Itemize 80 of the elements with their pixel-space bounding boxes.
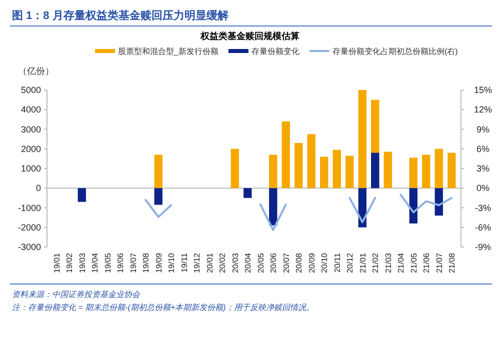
bar: [320, 156, 328, 188]
bar: [434, 148, 443, 188]
chart-title: 图 1：8 月存量权益类基金赎回压力明显缓解: [12, 9, 228, 22]
x-tick-label: 20/07: [282, 252, 291, 274]
x-tick-label: 20/05: [256, 252, 266, 274]
x-tick-label: 20/09: [307, 252, 316, 274]
legend-label: 股票型和混合型_新发行份额: [118, 47, 218, 56]
legend-label: 存量份额变化占期初总份额比例(右): [332, 47, 458, 56]
y2-tick-label: 9%: [476, 124, 490, 134]
x-tick-label: 19/06: [116, 252, 126, 274]
y-tick-label: -1000: [18, 202, 41, 213]
y-tick-label: 3000: [20, 124, 41, 134]
x-tick-label: 19/07: [128, 252, 138, 274]
legend-label: 存量份额变化: [251, 47, 300, 56]
x-tick-label: 19/10: [167, 252, 176, 274]
bar: [409, 188, 418, 224]
y2-tick-label: 6%: [476, 144, 490, 154]
y2-tick-label: -9%: [474, 242, 492, 252]
x-tick-label: 20/04: [244, 252, 253, 274]
y2-tick-label: 3%: [476, 164, 490, 174]
x-tick-label: 21/06: [422, 252, 432, 274]
x-tick-label: 21/04: [396, 252, 406, 274]
y-axis-title: （亿份）: [18, 66, 54, 76]
bar: [154, 154, 162, 188]
y-tick-label: 0: [36, 183, 41, 194]
text: 注：存量份额变化 = 期末总份额-(期初总份额+本期新发份额)；用于反映净赎回情况。: [12, 303, 314, 312]
y-tick-label: 1000: [20, 164, 41, 174]
x-tick-label: 19/08: [142, 252, 151, 274]
x-tick-label: 19/09: [154, 252, 164, 274]
x-tick-label: 20/03: [230, 252, 240, 274]
bar: [448, 152, 456, 188]
bar: [346, 156, 354, 188]
bar: [269, 154, 278, 188]
x-tick-label: 19/04: [90, 252, 100, 274]
x-tick-label: 21/01: [358, 252, 368, 274]
bar: [269, 188, 278, 226]
bar: [294, 142, 303, 188]
x-tick-label: 21/08: [448, 252, 457, 274]
bar: [384, 152, 392, 188]
x-tick-label: 19/11: [180, 252, 189, 272]
bar: [307, 134, 316, 188]
x-tick-label: 21/05: [409, 252, 418, 274]
x-tick-label: 21/02: [371, 252, 380, 274]
bar: [422, 154, 430, 188]
bar: [244, 188, 252, 198]
bar: [332, 150, 341, 188]
x-tick-label: 20/08: [294, 252, 304, 274]
x-tick-label: 20/01: [205, 252, 214, 274]
text: 资料来源：中国证券投资基金业协会: [12, 290, 141, 299]
x-tick-label: 21/07: [434, 252, 444, 274]
y2-tick-label: 15%: [474, 85, 492, 95]
x-tick-label: 21/03: [384, 252, 393, 274]
y-tick-label: 5000: [20, 85, 41, 95]
y-tick-label: 4000: [20, 104, 41, 115]
x-tick-label: 19/05: [103, 252, 112, 274]
x-tick-label: 19/03: [78, 252, 87, 274]
y2-tick-label: 12%: [474, 104, 492, 115]
y-tick-label: -3000: [18, 242, 41, 252]
y-tick-label: -2000: [18, 222, 41, 232]
bar: [358, 90, 366, 188]
bar: [230, 148, 239, 188]
x-tick-label: 20/12: [346, 252, 355, 274]
x-tick-label: 19/01: [52, 252, 62, 274]
bar: [282, 121, 290, 188]
x-tick-label: 20/02: [218, 252, 228, 274]
x-tick-label: 19/02: [65, 252, 74, 274]
x-tick-label: 20/10: [320, 252, 330, 274]
x-tick-label: 20/11: [332, 252, 342, 272]
y2-tick-label: 0%: [476, 183, 490, 194]
y2-tick-label: -6%: [474, 222, 492, 232]
bar: [409, 158, 418, 188]
chart-subtitle: 权益类基金赎回规模估算: [200, 31, 300, 41]
bar: [78, 188, 86, 202]
bar: [434, 188, 443, 216]
bar: [154, 188, 162, 205]
bar: [371, 152, 380, 188]
y-tick-label: 2000: [20, 144, 41, 154]
y2-tick-label: -3%: [474, 202, 492, 213]
x-tick-label: 19/12: [192, 252, 202, 274]
x-tick-label: 20/06: [269, 252, 278, 274]
